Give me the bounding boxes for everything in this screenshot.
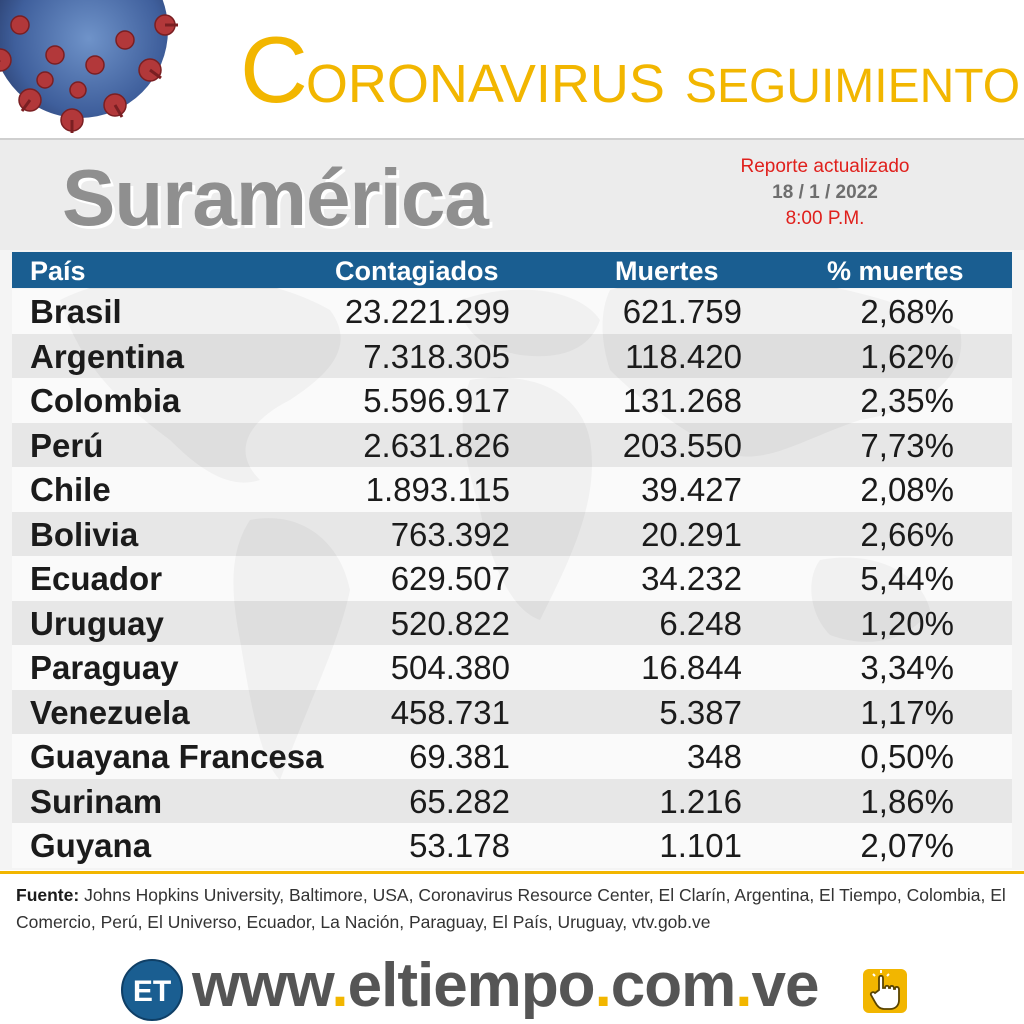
el-tiempo-logo: ET bbox=[121, 959, 183, 1021]
cases-cell: 458.731 bbox=[390, 693, 510, 731]
table-row: Colombia 5.596.917 131.268 2,35% bbox=[12, 378, 1012, 423]
pct-cell: 0,50% bbox=[860, 738, 954, 775]
report-date: 18 / 1 / 2022 bbox=[772, 182, 878, 203]
region-title: Suramérica bbox=[62, 153, 489, 242]
table-row: Uruguay 520.822 6.248 1,20% bbox=[12, 600, 1012, 645]
table-row: Paraguay 504.380 16.844 3,34% bbox=[12, 645, 1012, 690]
source-label: Fuente: bbox=[16, 885, 80, 905]
cases-cell: 53.178 bbox=[409, 827, 510, 864]
report-time: 8:00 P.M. bbox=[785, 208, 865, 229]
url-part: ve bbox=[751, 951, 820, 1020]
deaths-cell: 621.759 bbox=[622, 293, 742, 330]
deaths-cell: 39.427 bbox=[641, 471, 742, 508]
cases-cell: 5.596.917 bbox=[363, 382, 510, 419]
cases-cell: 629.507 bbox=[390, 560, 510, 597]
url-part: eltiempo bbox=[347, 951, 596, 1020]
cases-cell: 1.893.115 bbox=[365, 471, 510, 508]
column-header-deaths: Muertes bbox=[615, 256, 719, 286]
country-cell: Perú bbox=[30, 426, 104, 464]
pct-cell: 2,08% bbox=[860, 471, 954, 508]
url-dot: . bbox=[594, 951, 612, 1020]
table-row: Guayana Francesa 69.381 348 0,50% bbox=[12, 734, 1012, 779]
table-row: Argentina 7.318.305 118.420 1,62% bbox=[12, 333, 1012, 378]
deaths-cell: 6.248 bbox=[659, 604, 742, 642]
cases-cell: 504.380 bbox=[390, 649, 510, 686]
deaths-cell: 118.420 bbox=[625, 337, 742, 375]
table-row: Surinam 65.282 1.216 1,86% bbox=[12, 778, 1012, 823]
country-cell: Brasil bbox=[30, 293, 122, 330]
country-cell: Surinam bbox=[30, 782, 163, 820]
pct-cell: 2,68% bbox=[860, 293, 954, 330]
cases-cell: 520.822 bbox=[390, 604, 510, 642]
deaths-cell: 348 bbox=[686, 738, 742, 775]
deaths-cell: 5.387 bbox=[659, 693, 742, 731]
cases-cell: 763.392 bbox=[390, 515, 510, 553]
deaths-cell: 131.268 bbox=[622, 382, 742, 419]
country-cell: Ecuador bbox=[30, 560, 163, 597]
country-cell: Colombia bbox=[30, 382, 181, 419]
logo-text: ET bbox=[133, 975, 171, 1008]
deaths-cell: 34.232 bbox=[641, 560, 742, 597]
url-part: www bbox=[192, 951, 332, 1020]
column-header-pct: % muertes bbox=[827, 256, 964, 286]
pct-cell: 1,86% bbox=[860, 782, 954, 820]
source-text: Johns Hopkins University, Baltimore, USA… bbox=[16, 885, 1006, 932]
table-row: Guyana 53.178 1.101 2,07% bbox=[12, 823, 1012, 868]
cases-cell: 2.631.826 bbox=[363, 426, 510, 464]
table-row: Brasil 23.221.299 621.759 2,68% bbox=[12, 289, 1012, 334]
table-row: Chile 1.893.115 39.427 2,08% bbox=[12, 467, 1012, 512]
cases-cell: 7.318.305 bbox=[363, 337, 510, 375]
header: CORONAVIRUS SEGUIMIENTO bbox=[0, 0, 1024, 138]
report-info: Reporte actualizado 18 / 1 / 2022 8:00 P… bbox=[680, 154, 970, 232]
url-dot: . bbox=[331, 951, 348, 1020]
url-dot: . bbox=[735, 951, 752, 1020]
pct-cell: 5,44% bbox=[860, 560, 954, 597]
report-label: Reporte actualizado bbox=[740, 156, 910, 177]
pointing-hand-icon bbox=[863, 969, 907, 1013]
table-row: Perú 2.631.826 203.550 7,73% bbox=[12, 422, 1012, 467]
divider bbox=[0, 871, 1024, 874]
pct-cell: 7,73% bbox=[860, 426, 954, 464]
table-header: País Contagiados Muertes % muertes bbox=[12, 252, 1012, 288]
table-row: Ecuador 629.507 34.232 5,44% bbox=[12, 556, 1012, 601]
country-cell: Chile bbox=[30, 471, 111, 508]
country-cell: Guyana bbox=[30, 827, 152, 864]
title-initial: C bbox=[240, 17, 308, 122]
source-note: Fuente: Johns Hopkins University, Baltim… bbox=[16, 882, 1011, 936]
column-header-cases: Contagiados bbox=[335, 256, 499, 286]
country-cell: Paraguay bbox=[30, 649, 179, 686]
deaths-cell: 1.216 bbox=[659, 782, 742, 820]
website-url[interactable]: www.eltiempo.com.ve bbox=[192, 950, 820, 1021]
pct-cell: 2,66% bbox=[860, 515, 954, 553]
cases-cell: 69.381 bbox=[409, 738, 510, 775]
pct-cell: 1,62% bbox=[860, 337, 954, 375]
pct-cell: 2,07% bbox=[860, 827, 954, 864]
pct-cell: 1,20% bbox=[860, 604, 954, 642]
coronavirus-icon bbox=[0, 0, 178, 133]
table-row: Venezuela 458.731 5.387 1,17% bbox=[12, 689, 1012, 734]
country-cell: Guayana Francesa bbox=[30, 738, 324, 775]
cases-cell: 65.282 bbox=[409, 782, 510, 820]
footer: ET www.eltiempo.com.ve bbox=[0, 946, 1024, 1024]
country-cell: Venezuela bbox=[30, 693, 190, 731]
country-cell: Bolivia bbox=[30, 515, 139, 553]
title-sub: SEGUIMIENTO bbox=[684, 60, 1021, 113]
pct-cell: 1,17% bbox=[860, 693, 954, 731]
table-body: Brasil 23.221.299 621.759 2,68% Argentina 7.3… bbox=[12, 289, 1012, 868]
title-main: ORONAVIRUS bbox=[305, 54, 665, 114]
cases-cell: 23.221.299 bbox=[344, 293, 510, 330]
pct-cell: 3,34% bbox=[860, 649, 954, 686]
table-row: Bolivia 763.392 20.291 2,66% bbox=[12, 511, 1012, 556]
country-cell: Argentina bbox=[30, 337, 185, 375]
pct-cell: 2,35% bbox=[860, 382, 954, 419]
deaths-cell: 1.101 bbox=[659, 827, 742, 864]
deaths-cell: 203.550 bbox=[622, 426, 742, 464]
column-header-country: País bbox=[30, 256, 86, 286]
deaths-cell: 20.291 bbox=[641, 515, 742, 553]
country-cell: Uruguay bbox=[30, 604, 164, 642]
url-part: com bbox=[610, 951, 736, 1020]
deaths-cell: 16.844 bbox=[641, 649, 742, 686]
page-title: CORONAVIRUS SEGUIMIENTO bbox=[240, 17, 1020, 122]
